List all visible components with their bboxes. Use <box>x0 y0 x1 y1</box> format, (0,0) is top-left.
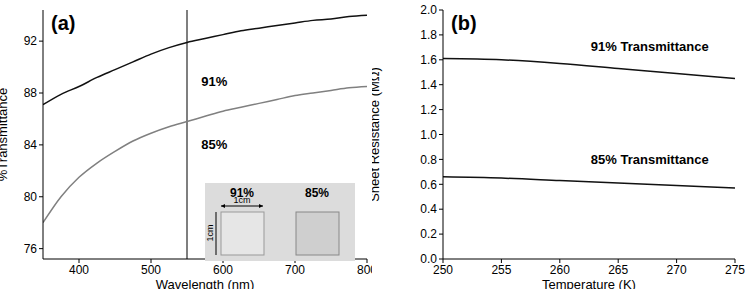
svg-text:85% Transmittance: 85% Transmittance <box>591 152 709 167</box>
html-text:(b): (b) <box>451 12 477 34</box>
svg-text:92: 92 <box>24 34 38 48</box>
svg-text:2.0: 2.0 <box>420 3 437 17</box>
svg-text:76: 76 <box>24 242 38 256</box>
svg-text:270: 270 <box>667 263 687 277</box>
svg-text:700: 700 <box>285 263 305 277</box>
svg-text:250: 250 <box>433 262 453 277</box>
svg-text:80: 80 <box>24 190 38 204</box>
svg-text:1.0: 1.0 <box>420 128 437 142</box>
svg-text:Temperature (K): Temperature (K) <box>542 277 636 289</box>
svg-text:1.8: 1.8 <box>420 28 437 42</box>
svg-text:1cm: 1cm <box>205 224 215 241</box>
svg-text:265: 265 <box>608 263 628 277</box>
svg-text:0.8: 0.8 <box>420 153 437 167</box>
html-text:(a): (a) <box>51 12 76 34</box>
svg-text:91%: 91% <box>201 74 227 89</box>
svg-text:1cm: 1cm <box>233 195 250 205</box>
svg-text:88: 88 <box>24 86 38 100</box>
svg-text:500: 500 <box>141 263 161 277</box>
svg-text:91% Transmittance: 91% Transmittance <box>591 39 709 54</box>
svg-text:1.6: 1.6 <box>420 53 437 67</box>
svg-text:275: 275 <box>725 263 745 277</box>
svg-text:1.2: 1.2 <box>420 103 437 117</box>
svg-text:1.4: 1.4 <box>420 78 437 92</box>
svg-text:255: 255 <box>491 263 511 277</box>
svg-text:Sheet Resistance (MΩ): Sheet Resistance (MΩ) <box>372 67 382 202</box>
svg-text:85%: 85% <box>305 186 329 200</box>
svg-text:91%: 91% <box>230 186 254 200</box>
svg-text:0.4: 0.4 <box>420 202 437 216</box>
svg-text:84: 84 <box>24 138 38 152</box>
svg-text:0.6: 0.6 <box>420 178 437 192</box>
svg-text:0.0: 0.0 <box>420 252 437 266</box>
svg-text:Wavelength (nm): Wavelength (nm) <box>156 277 255 289</box>
svg-text:800: 800 <box>357 263 372 277</box>
svg-text:260: 260 <box>550 263 570 277</box>
svg-text:0.2: 0.2 <box>420 227 437 241</box>
svg-text:%Transmittance: %Transmittance <box>0 88 10 181</box>
svg-text:600: 600 <box>213 263 233 277</box>
svg-text:85%: 85% <box>201 137 227 152</box>
svg-text:400: 400 <box>69 263 89 277</box>
